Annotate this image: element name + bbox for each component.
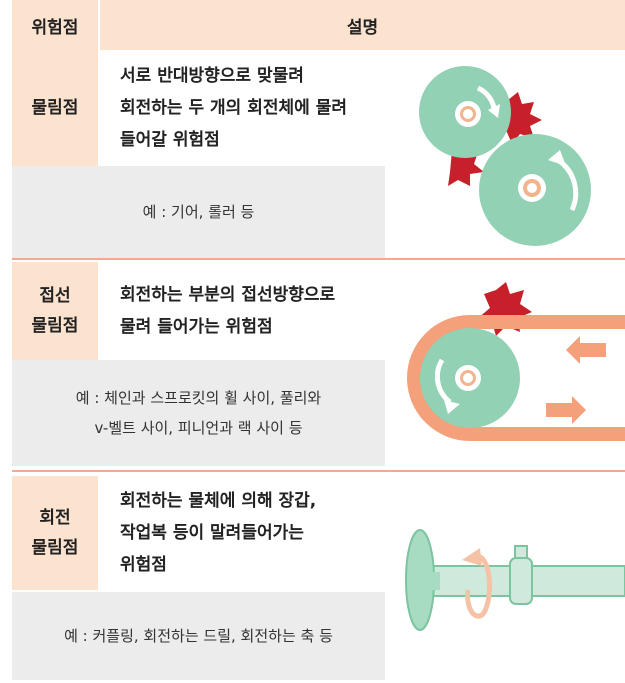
row-separator: [12, 470, 625, 472]
text-line: 서로 반대방향으로 맞물려: [120, 66, 304, 86]
text-line: 회전하는 부분의 접선방향으로: [120, 285, 336, 305]
text-line: 위험점: [120, 555, 167, 575]
header-cell: 설명: [100, 0, 625, 50]
example-cell: 예 : 기어, 롤러 등: [12, 166, 385, 258]
example-cell: 예 : 커플링, 회전하는 드릴, 회전하는 축 등: [12, 592, 385, 680]
text-line: 예 : 기어, 롤러 등: [142, 203, 255, 221]
text-line: 예 : 커플링, 회전하는 드릴, 회전하는 축 등: [64, 627, 333, 645]
gear-illustration: [419, 66, 591, 246]
row-separator: [12, 258, 625, 260]
text-line: 회전하는 물체에 의해 장갑,: [120, 491, 317, 511]
text-line: v-벨트 사이, 피니언과 랙 사이 등: [94, 419, 303, 437]
text-line: 회전: [39, 508, 71, 528]
text-line: 물림점: [31, 538, 79, 558]
example-cell: 예 : 체인과 스프로킷의 휠 사이, 풀리와 v-벨트 사이, 피니언과 랙 사…: [12, 360, 385, 466]
belt-illustration: [407, 282, 625, 441]
shaft-illustration: [405, 529, 625, 631]
text-line: 접선: [39, 286, 71, 306]
text-line: 작업복 등이 말려들어가는: [120, 523, 304, 543]
text-line: 예 : 체인과 스프로킷의 휠 사이, 풀리와: [75, 389, 322, 407]
text-line: 물림점: [31, 98, 79, 118]
hazard-cell: 물림점: [12, 50, 98, 166]
text-line: 물려 들어가는 위험점: [120, 317, 273, 337]
header-cell: 위험점: [12, 0, 98, 50]
text-line: 회전하는 두 개의 회전체에 물려: [120, 98, 347, 118]
text-line: 물림점: [31, 316, 79, 336]
text-line: 들어갈 위험점: [120, 130, 220, 150]
